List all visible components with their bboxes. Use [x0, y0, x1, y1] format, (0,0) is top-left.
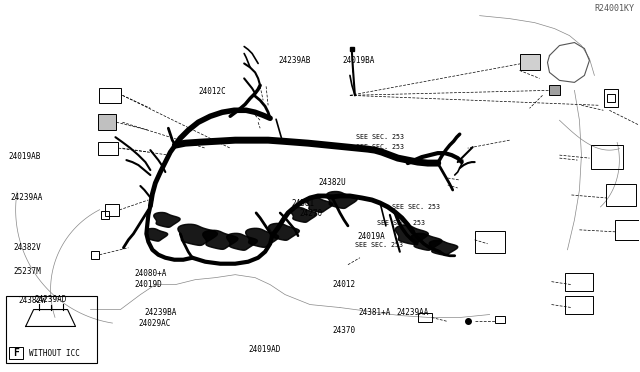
Bar [495, 315, 504, 324]
Text: SEE SEC. 253: SEE SEC. 253 [355, 242, 403, 248]
Text: F: F [13, 348, 19, 358]
Bar [520, 54, 540, 70]
Bar [607, 94, 615, 102]
Polygon shape [227, 233, 257, 250]
Text: 24019D: 24019D [135, 280, 163, 289]
Polygon shape [203, 230, 238, 249]
Bar [606, 184, 636, 206]
Polygon shape [429, 240, 458, 255]
Polygon shape [396, 225, 428, 244]
Text: 24029AC: 24029AC [138, 319, 170, 328]
Bar [475, 231, 504, 253]
Bar [566, 296, 593, 314]
Text: 24019A: 24019A [357, 231, 385, 241]
Bar [548, 86, 561, 95]
Text: SEE SEC. 253: SEE SEC. 253 [378, 220, 426, 226]
Bar [6, 296, 97, 363]
Polygon shape [146, 228, 168, 241]
Polygon shape [154, 212, 180, 227]
Polygon shape [291, 208, 317, 222]
Text: WITHOUT ICC: WITHOUT ICC [29, 349, 79, 358]
Text: SEE SEC. 253: SEE SEC. 253 [356, 134, 404, 140]
Text: 24019AB: 24019AB [8, 152, 41, 161]
Text: 24239AA: 24239AA [397, 308, 429, 317]
Polygon shape [307, 198, 333, 212]
Bar [102, 211, 109, 219]
Text: 24382V: 24382V [13, 243, 41, 251]
Text: 24270: 24270 [300, 209, 323, 218]
Polygon shape [326, 192, 357, 208]
Bar [99, 88, 122, 103]
Text: 24019BA: 24019BA [342, 56, 375, 65]
Text: R24001KY: R24001KY [595, 4, 634, 13]
Text: 25237M: 25237M [13, 267, 41, 276]
Polygon shape [178, 224, 218, 246]
Bar [92, 251, 99, 259]
Text: 24239AB: 24239AB [278, 56, 311, 65]
Text: SEE SEC. 253: SEE SEC. 253 [356, 144, 404, 150]
Text: 24382W: 24382W [19, 296, 46, 305]
Text: SEE SEC. 253: SEE SEC. 253 [392, 205, 440, 211]
Bar [591, 145, 623, 169]
Text: 24012C: 24012C [198, 87, 227, 96]
Text: 24381: 24381 [291, 199, 314, 208]
Text: 24370: 24370 [333, 326, 356, 335]
Text: 24019AD: 24019AD [248, 344, 281, 353]
Text: 24012: 24012 [333, 280, 356, 289]
Bar [99, 114, 116, 130]
Bar [9, 347, 22, 359]
Text: 24382U: 24382U [319, 178, 346, 187]
Bar [604, 89, 618, 107]
Bar [106, 204, 120, 216]
Text: 24239AD: 24239AD [35, 295, 67, 304]
Polygon shape [269, 223, 300, 240]
Bar [99, 142, 118, 155]
Text: 24239BA: 24239BA [145, 308, 177, 317]
Text: 24080+A: 24080+A [135, 269, 167, 278]
Polygon shape [246, 228, 278, 247]
Bar [418, 312, 432, 323]
Text: 24239AA: 24239AA [10, 193, 43, 202]
Polygon shape [412, 233, 442, 250]
Text: 24381+A: 24381+A [358, 308, 390, 317]
Bar [615, 220, 640, 240]
Bar [566, 273, 593, 291]
